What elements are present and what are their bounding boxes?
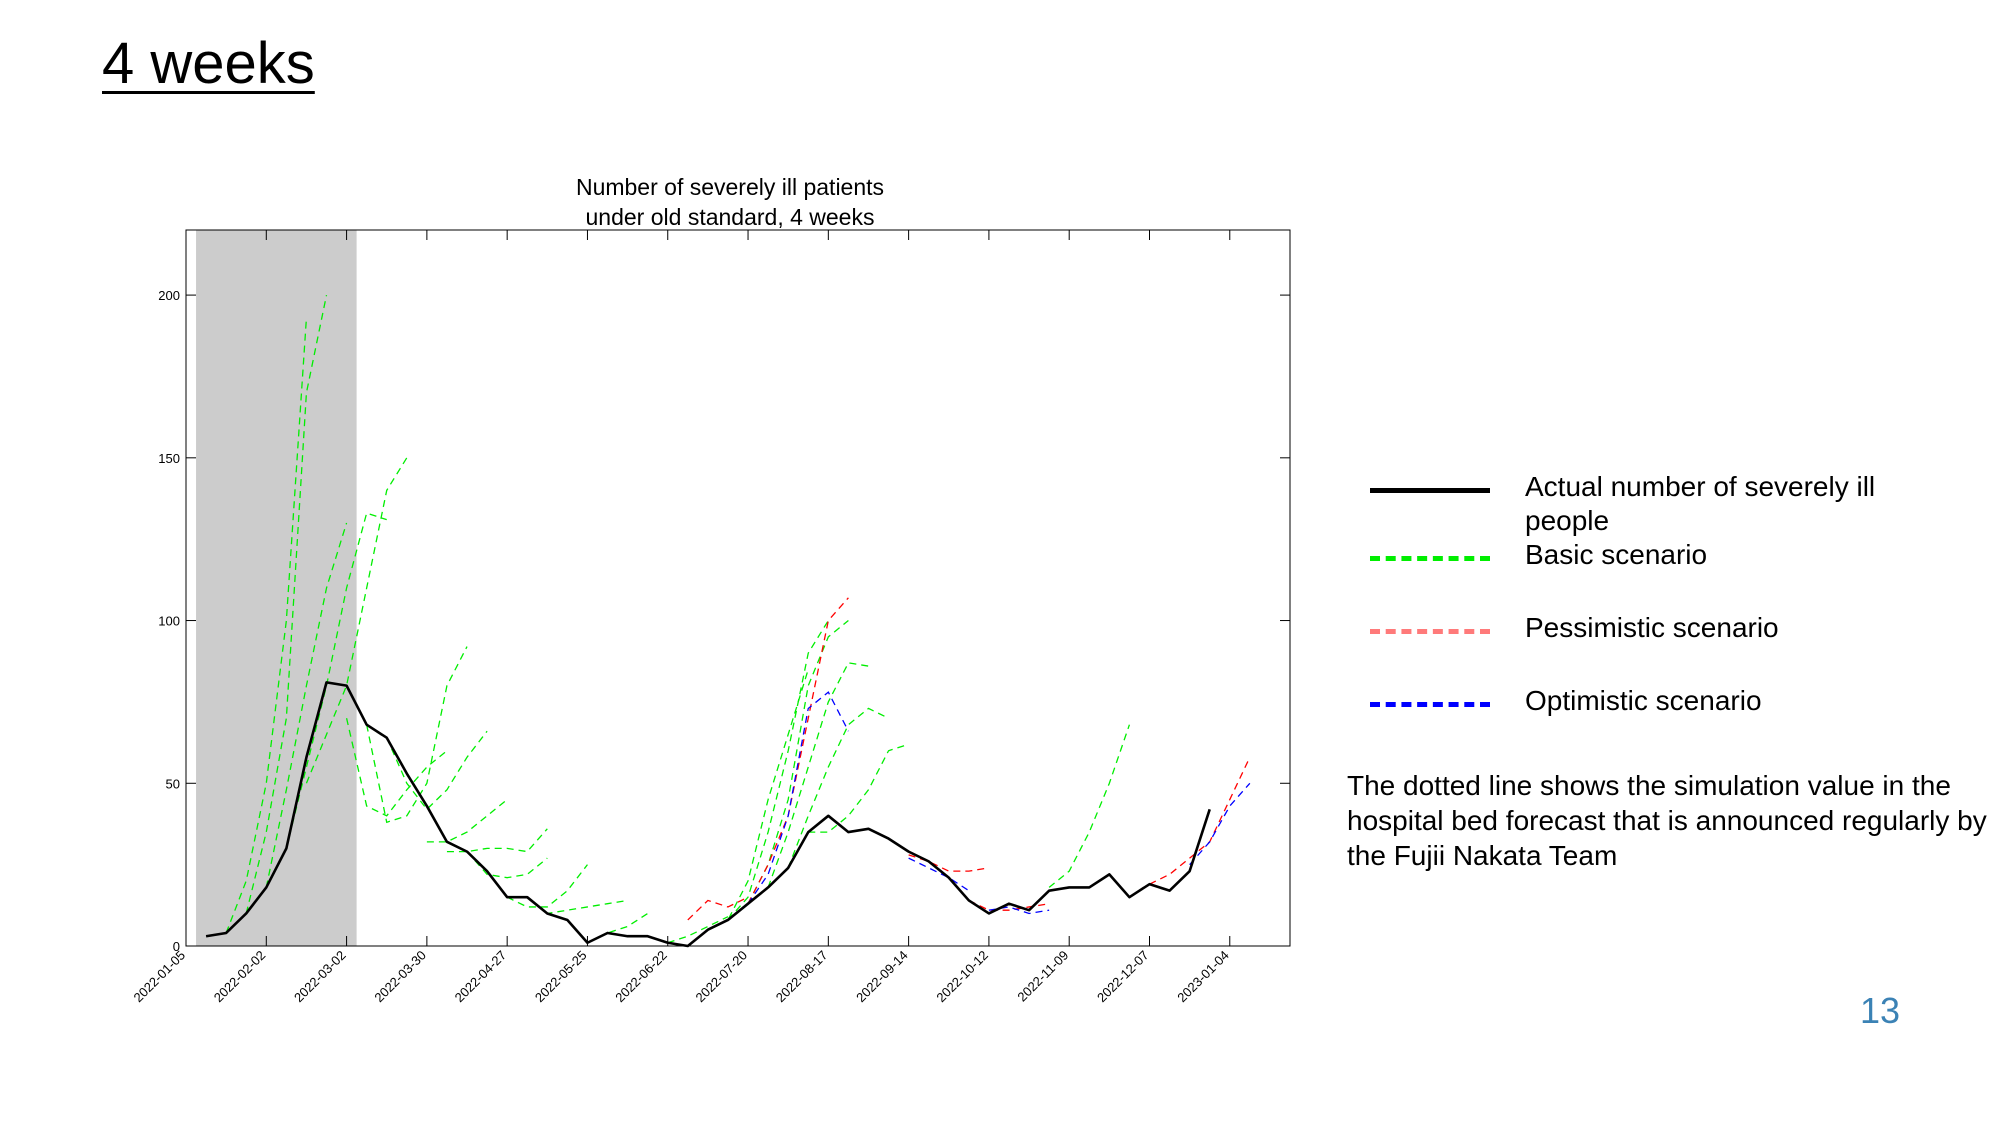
legend-label-optimistic: Optimistic scenario [1525,685,1762,716]
note-text: The dotted line shows the simulation val… [1347,770,1987,871]
basic-scenario-line [707,669,809,931]
x-tick-label: 2022-12-07 [1094,948,1152,1006]
x-tick-label: 2022-02-02 [211,948,269,1006]
basic-scenario-line [386,730,488,811]
x-tick-label: 2022-09-14 [853,948,911,1006]
basic-scenario-line [466,851,548,879]
basic-scenario-line [747,620,849,904]
basic-scenario-line [767,662,869,888]
basic-scenario-line [366,646,468,824]
basic-scenario-line [245,294,328,914]
slide-title: 4 weeks [102,31,315,96]
optimistic-scenario-line [747,691,849,905]
x-tick-label: 2022-01-05 [130,948,188,1006]
x-tick-label: 2022-08-17 [773,948,831,1006]
y-tick-label: 0 [173,939,180,954]
legend-swatch-optimistic [1370,702,1490,707]
chart-title-line-2: under old standard, 4 weeks [585,204,875,230]
basic-scenario-line [426,799,508,843]
optimistic-scenario-line [908,857,970,892]
basic-scenario-line [1048,724,1131,888]
pessimistic-scenario-line [747,597,849,904]
x-tick-label: 2022-04-27 [452,948,510,1006]
actual-line [205,681,1211,948]
x-tick-label: 2022-07-20 [693,948,751,1006]
x-tick-label: 2022-05-25 [532,948,590,1006]
x-tick-label: 2022-03-02 [291,948,349,1006]
basic-scenario-line [225,317,308,934]
legend-swatch-actual [1370,488,1490,493]
chart-title: Number of severely ill patients under ol… [440,172,1020,232]
optimistic-scenario-line [1189,782,1251,866]
y-tick-label: 200 [158,288,180,303]
x-tick-label: 2022-03-30 [371,948,429,1006]
basic-scenario-line [787,707,889,869]
x-tick-label: 2023-01-04 [1174,948,1232,1006]
basic-scenario-line [285,512,387,849]
pessimistic-scenario-line [968,899,1050,911]
basic-scenario-line [265,522,348,888]
x-tick-label: 2022-10-12 [933,948,991,1006]
y-tick-label: 50 [166,776,180,791]
optimistic-scenario-line [988,906,1050,915]
legend-label-pessimistic: Pessimistic scenario [1525,612,1779,643]
pessimistic-scenario-line [1149,756,1251,885]
basic-scenario-line [808,743,909,833]
basic-scenario-line [667,916,729,944]
x-tick-label: 2022-06-22 [612,948,670,1006]
basic-scenario-line [727,620,829,921]
pessimistic-scenario-line [687,896,749,921]
basic-scenario-line [506,864,588,908]
legend-label-actual: Actual number of severely ill people [1525,471,1876,536]
chart-title-line-1: Number of severely ill patients [575,174,885,200]
x-tick-label: 2022-11-09 [1014,948,1071,1005]
basic-scenario-line [526,896,628,915]
legend-label-basic: Basic scenario [1525,539,1708,570]
page-number: 13 [1860,990,1901,1031]
y-tick-label: 150 [158,451,180,466]
y-tick-label: 100 [158,614,180,629]
legend-swatch-pessimistic [1370,629,1490,634]
basic-scenario-line [345,718,448,817]
shaded-region [196,230,357,946]
plot-frame [185,229,1291,947]
legend-swatch-basic [1370,556,1490,561]
basic-scenario-line [446,828,548,853]
